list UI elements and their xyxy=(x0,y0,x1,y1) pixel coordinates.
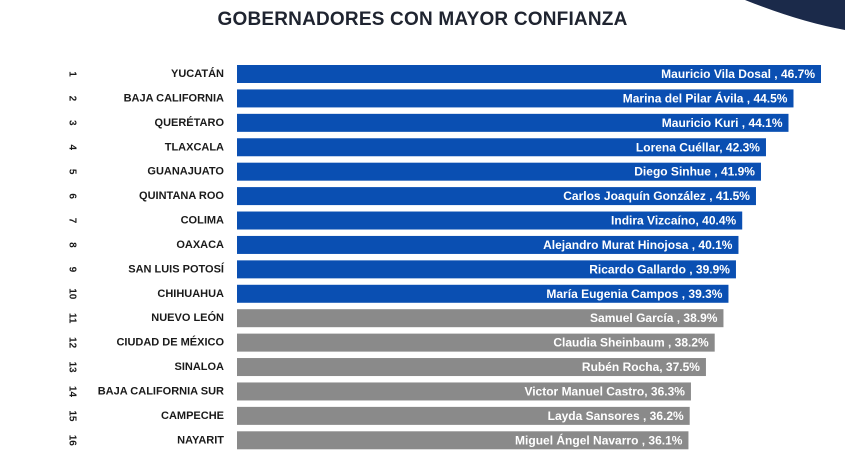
data-label: Mauricio Kuri , 44.1% xyxy=(662,116,783,130)
bar-10 xyxy=(237,284,729,303)
rank-label: 12 xyxy=(67,337,78,349)
rank-label: 3 xyxy=(67,120,78,126)
state-label: NAYARIT xyxy=(177,434,224,446)
data-label: Carlos Joaquín González , 41.5% xyxy=(563,189,750,203)
data-label: Rubén Rocha, 37.5% xyxy=(582,360,700,374)
rank-label: 14 xyxy=(67,386,78,398)
state-label: BAJA CALIFORNIA SUR xyxy=(98,385,224,397)
rank-label: 13 xyxy=(67,361,78,373)
rank-label: 15 xyxy=(67,410,78,422)
data-label: Lorena Cuéllar, 42.3% xyxy=(636,140,760,154)
bar-11 xyxy=(237,309,724,328)
bar-5 xyxy=(237,162,761,181)
rank-label: 1 xyxy=(67,71,78,77)
state-label: SAN LUIS POTOSÍ xyxy=(128,262,225,275)
bar-16 xyxy=(237,431,689,450)
bar-12 xyxy=(237,333,715,352)
state-label: OAXACA xyxy=(176,239,224,251)
bar-1 xyxy=(237,65,821,83)
state-label: NUEVO LEÓN xyxy=(151,311,224,324)
rank-label: 11 xyxy=(67,313,78,324)
bar-14 xyxy=(237,382,691,401)
state-label: YUCATÁN xyxy=(171,67,224,80)
data-label: Ricardo Gallardo , 39.9% xyxy=(589,262,730,276)
rank-label: 7 xyxy=(67,218,78,224)
state-label: BAJA CALIFORNIA xyxy=(124,92,224,104)
rank-label: 8 xyxy=(67,242,78,248)
chart-title: GOBERNADORES CON MAYOR CONFIANZA xyxy=(217,9,628,30)
data-label: Victor Manuel Castro, 36.3% xyxy=(524,384,685,398)
data-label: Mauricio Vila Dosal , 46.7% xyxy=(661,67,815,81)
data-label: Miguel Ángel Navarro , 36.1% xyxy=(515,432,683,447)
state-label: CIUDAD DE MÉXICO xyxy=(116,336,224,349)
state-label: TLAXCALA xyxy=(165,141,224,153)
bar-3 xyxy=(237,113,789,132)
state-label: GUANAJUATO xyxy=(147,166,224,178)
rank-label: 9 xyxy=(67,267,78,273)
state-label: SINALOA xyxy=(175,361,225,373)
state-label: QUERÉTARO xyxy=(155,116,225,129)
data-label: Indira Vizcaíno, 40.4% xyxy=(611,214,736,228)
rank-label: 10 xyxy=(67,288,78,300)
bar-13 xyxy=(237,358,706,377)
state-label: COLIMA xyxy=(181,215,224,227)
bar-9 xyxy=(237,260,736,279)
data-label: Samuel García , 38.9% xyxy=(590,311,718,325)
rank-label: 5 xyxy=(67,169,78,175)
rank-label: 4 xyxy=(67,144,78,150)
data-label: María Eugenia Campos , 39.3% xyxy=(546,287,722,301)
rank-label: 2 xyxy=(67,96,78,102)
state-label: CAMPECHE xyxy=(161,410,224,422)
bar-15 xyxy=(237,406,690,425)
data-label: Diego Sinhue , 41.9% xyxy=(634,165,755,179)
state-label: QUINTANA ROO xyxy=(139,190,224,202)
rank-label: 6 xyxy=(67,193,78,199)
data-label: Claudia Sheinbaum , 38.2% xyxy=(553,336,709,350)
data-label: Layda Sansores , 36.2% xyxy=(548,409,684,423)
bar-6 xyxy=(237,187,756,206)
bar-7 xyxy=(237,211,743,230)
data-label: Alejandro Murat Hinojosa , 40.1% xyxy=(543,238,733,252)
bar-2 xyxy=(237,89,794,108)
corner-decoration xyxy=(745,0,845,30)
bar-8 xyxy=(237,235,739,254)
bar-4 xyxy=(237,138,766,157)
state-label: CHIHUAHUA xyxy=(157,288,224,300)
rank-label: 16 xyxy=(67,435,78,447)
data-label: Marina del Pilar Ávila , 44.5% xyxy=(623,90,788,105)
